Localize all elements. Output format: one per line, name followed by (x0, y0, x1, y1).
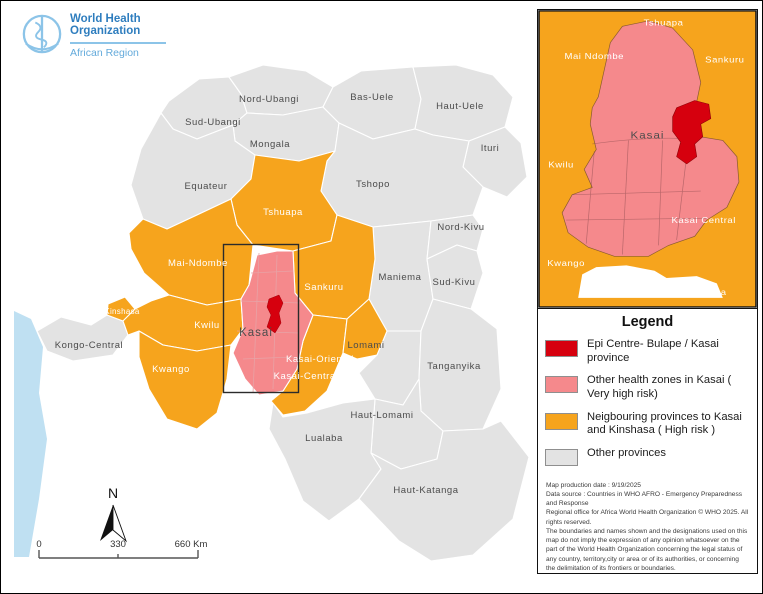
who-region-label: African Region (70, 46, 139, 59)
map-label-bas-uele: Bas-Uele (350, 92, 393, 103)
map-label-tshopo: Tshopo (356, 179, 390, 190)
footnote-line: Map production date : 9/19/2025 (546, 481, 641, 489)
map-label-mai-ndombe: Mai Ndombe (564, 51, 624, 60)
map-label-kasai-central: Kasai-Central (274, 371, 339, 382)
map-label-equateur: Equateur (185, 181, 228, 192)
who-logo-text: World Health Organization African Region (70, 13, 166, 59)
map-label-haut-uele: Haut-Uele (436, 101, 484, 112)
footnote-line: Data source : Countries in WHO AFRO - Em… (546, 491, 743, 508)
map-label-sud-kivu: Sud-Kivu (433, 277, 476, 288)
legend-label: Other provinces (587, 446, 666, 459)
map-label-kinshasa: Kinshasa (104, 307, 140, 316)
map-label-haut-katanga: Haut-Katanga (393, 485, 458, 496)
scale-bar-labels: 0 330 660 Km (36, 539, 207, 550)
inset-map: Tshuapa Mai Ndombe Sankuru Kwilu Kasai Kasai … (538, 10, 757, 309)
map-label-mongala: Mongala (250, 139, 290, 150)
inset-border (538, 10, 757, 308)
ocean-shape (14, 311, 47, 557)
map-label-kwilu: Kwilu (194, 320, 219, 331)
map-label-sud-ubangi: Sud-Ubangi (185, 117, 241, 128)
map-label-lualaba: Lualaba (689, 288, 727, 297)
footnote-line: The boundaries and names shown and the d… (546, 527, 748, 572)
who-logo: World Health Organization African Region (21, 13, 166, 59)
map-label-ituri: Ituri (481, 143, 500, 154)
legend-swatch-epi (545, 339, 578, 357)
who-logo-divider (70, 41, 166, 44)
who-name-line2: Organization (70, 25, 141, 38)
scale-bar (38, 550, 199, 559)
map-label-maniema: Maniema (379, 272, 422, 283)
epi-centre-shape (266, 294, 284, 334)
map-label-kasai: Kasai (239, 327, 273, 339)
map-label-nord-kivu: Nord-Kivu (437, 222, 484, 233)
inset-extent-rectangle (222, 243, 300, 394)
map-label-nord-ubangi: Nord-Ubangi (239, 94, 299, 105)
legend-swatch-other (545, 448, 578, 466)
legend: Legend Epi Centre- Bulape / Kasai provin… (538, 309, 757, 475)
legend-title: Legend (621, 313, 674, 330)
legend-swatch-very_high (545, 376, 578, 394)
map-label-kasai: Kasai (631, 130, 665, 141)
svg-text:330: 330 (110, 539, 126, 550)
legend-label: Epi Centre- Bulape / Kasai province (587, 337, 719, 364)
inset-epi-centre-shape (672, 100, 712, 165)
svg-text:660 Km: 660 Km (175, 539, 208, 550)
svg-text:0: 0 (36, 539, 41, 550)
legend-item: Epi Centre- Bulape / Kasai province (545, 338, 750, 365)
legend-items: Epi Centre- Bulape / Kasai province Other… (545, 338, 750, 466)
footnote: Map production date : 9/19/2025 Data sour… (538, 481, 757, 573)
inset-outside-area (578, 265, 723, 298)
province-shape-kwango (138, 330, 232, 430)
map-label-mai-ndombe: Mai-Ndombe (168, 258, 228, 269)
right-panel: Tshuapa Mai Ndombe Sankuru Kwilu Kasai Kasai … (537, 9, 758, 574)
map-label-kwilu: Kwilu (548, 160, 574, 169)
map-label-kongo-central: Kongo-Central (55, 340, 123, 351)
legend-label: Neigbouring provinces to Kasai and Kinsh… (587, 410, 742, 437)
map-label-haut-lomami: Haut-Lomami (350, 410, 413, 421)
kasai-health-zone-borders (236, 252, 302, 394)
province-shape-kongo-central (36, 314, 129, 362)
who-name-line1: World Health (70, 13, 141, 25)
map-label-lualaba: Lualaba (305, 433, 343, 444)
legend-label: Other health zones in Kasai ( Very high … (587, 374, 732, 400)
map-label-kasai-central: Kasai Central (672, 215, 736, 224)
map-label-lomami: Lomami (347, 340, 384, 351)
map-label-tanganyika: Tanganyika (427, 361, 481, 372)
north-arrow-icon: N (100, 485, 127, 543)
legend-item: Neigbouring provinces to Kasai and Kinsh… (545, 411, 750, 438)
who-emblem-icon (22, 14, 62, 54)
legend-item: Other health zones in Kasai ( Very high … (545, 374, 750, 401)
svg-text:N: N (108, 485, 118, 501)
map-label-kwango: Kwango (547, 259, 585, 268)
province-shape-kasai-oriental (342, 298, 388, 360)
footnote-line: Regional office for Africa World Health … (546, 509, 749, 526)
map-label-sankuru: Sankuru (705, 55, 744, 64)
legend-swatch-high (545, 412, 578, 430)
map-label-sankuru: Sankuru (304, 282, 343, 293)
map-label-tshuapa: Tshuapa (644, 18, 684, 27)
province-shape-haut-katanga (358, 420, 530, 562)
legend-item: Other provinces (545, 447, 750, 466)
map-label-kwango: Kwango (152, 364, 190, 375)
map-label-kasai-oriental: Kasai-Oriental (286, 354, 354, 365)
map-label-tshuapa: Tshuapa (263, 207, 303, 218)
